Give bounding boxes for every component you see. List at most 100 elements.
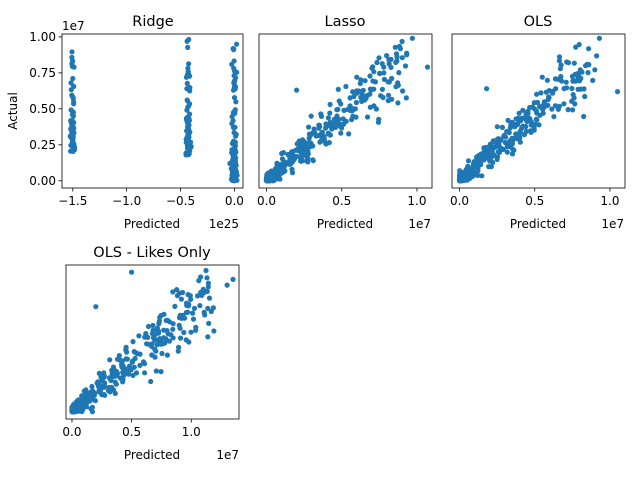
data-point [70, 146, 76, 152]
data-point [203, 267, 209, 274]
data-point [395, 100, 401, 106]
data-point [170, 326, 176, 332]
data-point [298, 158, 304, 164]
data-point [177, 335, 184, 341]
data-point [205, 305, 211, 311]
data-point [353, 99, 359, 106]
data-point [211, 328, 217, 334]
data-point [509, 151, 516, 157]
data-point [71, 99, 77, 105]
data-point [561, 101, 567, 107]
data-point [327, 132, 333, 138]
data-point [196, 278, 202, 284]
data-point [234, 41, 240, 47]
data-point [484, 86, 490, 92]
x-tick-label: 1.0 [182, 425, 201, 439]
data-point [377, 70, 383, 77]
data-point [556, 103, 563, 109]
data-point [119, 358, 126, 364]
data-point [110, 364, 117, 370]
data-point [107, 357, 113, 363]
data-point [374, 59, 380, 66]
data-point [184, 300, 190, 306]
data-point [385, 98, 391, 104]
data-point [491, 139, 497, 145]
data-point [367, 91, 373, 97]
x-tick-label: 0.0 [257, 194, 276, 208]
data-point [97, 389, 103, 395]
data-point [154, 327, 160, 333]
data-point [520, 107, 526, 113]
data-point [201, 290, 207, 296]
data-point [232, 107, 238, 113]
data-point [572, 101, 578, 107]
data-point [356, 88, 362, 94]
data-point [527, 104, 533, 111]
data-point [113, 381, 119, 387]
data-point [230, 146, 237, 152]
x-axis-label: Predicted [510, 217, 566, 231]
data-point [233, 155, 239, 161]
data-point [205, 280, 211, 286]
data-point [137, 351, 143, 357]
data-point [573, 78, 579, 84]
data-point [500, 146, 506, 153]
x-tick-label: −1.0 [112, 194, 141, 208]
data-point [583, 63, 589, 69]
data-point [170, 335, 176, 341]
plot-frame [451, 33, 626, 189]
data-point [393, 84, 399, 90]
data-point [229, 114, 235, 120]
data-point [409, 35, 415, 41]
data-point [367, 73, 373, 79]
data-point [531, 100, 537, 106]
data-point [159, 350, 165, 357]
x-axis-label: Predicted [124, 217, 180, 231]
data-point [334, 107, 340, 113]
data-point [338, 130, 344, 136]
data-point [475, 163, 481, 169]
data-point [155, 337, 161, 343]
data-point [533, 116, 539, 122]
data-point [325, 115, 331, 121]
data-point [70, 134, 76, 140]
data-point [513, 116, 519, 122]
data-point [69, 49, 75, 55]
data-point [388, 56, 394, 63]
data-point [319, 135, 325, 141]
data-point [184, 114, 191, 120]
data-point [614, 89, 621, 95]
data-point [523, 123, 529, 130]
data-point [101, 370, 107, 376]
data-point [540, 102, 547, 108]
data-point [150, 322, 156, 329]
subplot-ridge: Ridge −1.5 −1.0 −0.5 0.0 0.00 0.25 0.50 0.75 1.0… [6, 14, 244, 231]
data-point [161, 335, 167, 341]
data-point [494, 124, 500, 130]
data-point [296, 138, 302, 144]
data-point [349, 117, 355, 123]
data-point [318, 113, 325, 119]
subplot-title: Ridge [132, 14, 174, 30]
point-layer [69, 267, 236, 415]
data-point [170, 289, 176, 295]
data-point [132, 355, 138, 362]
data-point [350, 106, 356, 112]
data-point [487, 158, 493, 164]
data-point [335, 86, 341, 92]
data-point [205, 284, 211, 290]
data-point [537, 112, 543, 118]
data-point [346, 131, 352, 137]
data-point [71, 64, 77, 70]
data-point [101, 383, 108, 389]
data-point [334, 116, 341, 123]
data-point [143, 331, 149, 337]
data-point [354, 74, 360, 80]
data-point [126, 363, 132, 369]
data-point [302, 142, 308, 148]
data-point [370, 64, 376, 70]
data-point [557, 66, 564, 72]
y-tick-label: 0.00 [29, 174, 56, 188]
data-point [129, 269, 135, 275]
